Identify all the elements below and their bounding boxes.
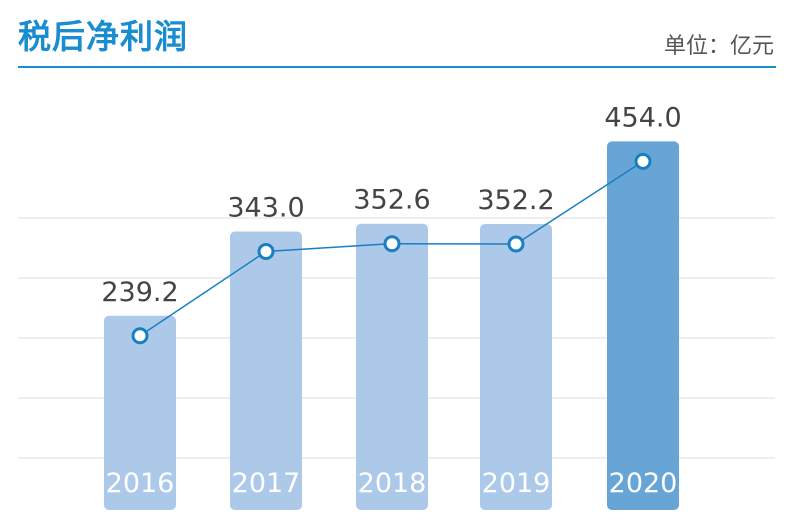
trend-point-2017 — [257, 242, 275, 260]
bar-2016 — [104, 315, 176, 510]
bar-2019 — [480, 224, 552, 510]
x-tick-label-2018: 2018 — [358, 468, 427, 499]
bar-2020 — [607, 141, 679, 511]
trend-point-2018 — [383, 235, 401, 253]
data-label-2020: 454.0 — [604, 102, 681, 133]
data-label-2019: 352.2 — [477, 185, 554, 216]
data-label-2017: 343.0 — [227, 192, 304, 223]
bar-2018 — [356, 223, 428, 511]
trend-point-2020 — [634, 152, 652, 170]
bar-2017 — [230, 231, 302, 510]
title-divider — [18, 66, 776, 68]
trend-point-2019 — [507, 235, 525, 253]
chart-title: 税后净利润 — [18, 17, 188, 56]
x-tick-label-2019: 2019 — [482, 468, 551, 499]
x-tick-label-2020: 2020 — [609, 468, 678, 499]
data-label-2018: 352.6 — [353, 185, 430, 216]
data-label-2016: 239.2 — [101, 277, 178, 308]
x-tick-label-2016: 2016 — [106, 468, 175, 499]
unit-label: 单位：亿元 — [663, 34, 774, 59]
x-tick-label-2017: 2017 — [232, 468, 301, 499]
trend-point-2016 — [131, 327, 149, 345]
